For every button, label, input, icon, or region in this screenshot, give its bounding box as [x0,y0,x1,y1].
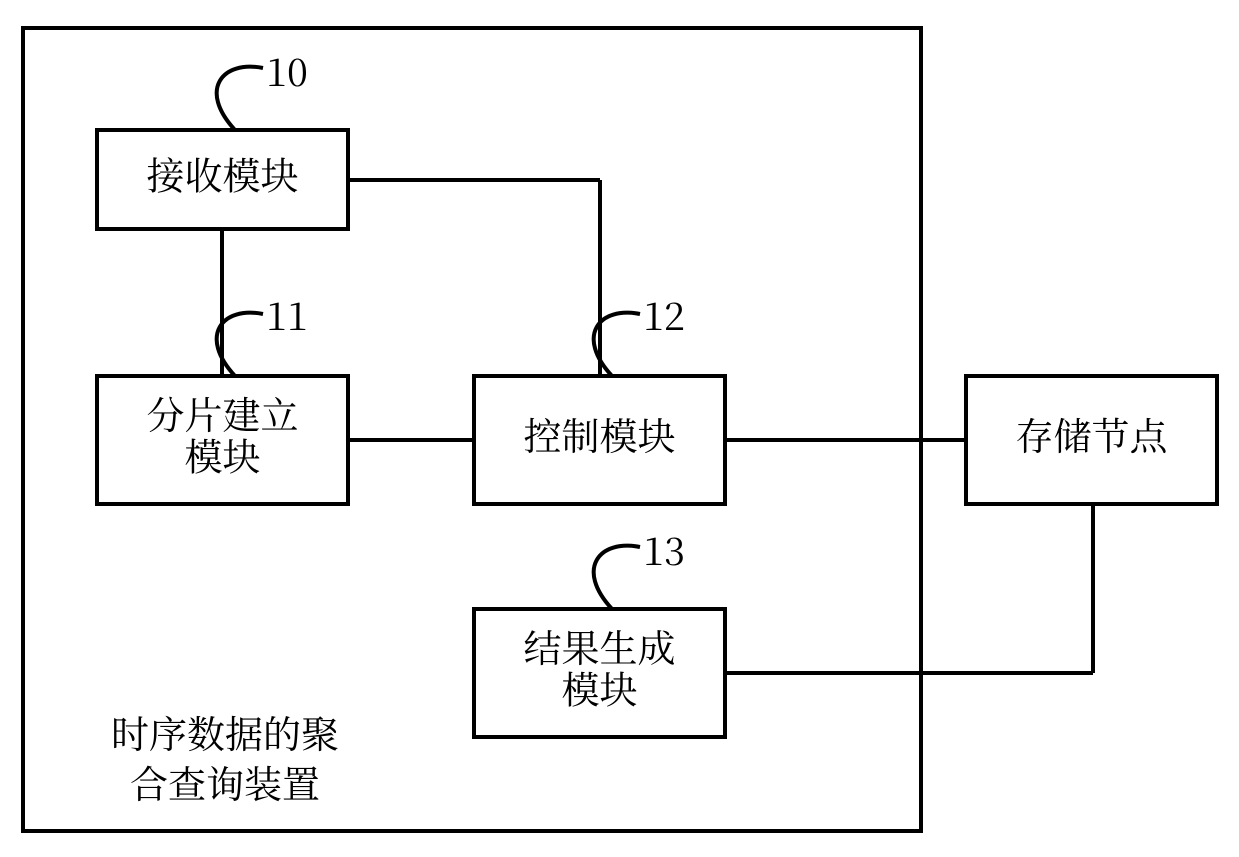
device-label-line1: 时序数据的聚 [111,704,339,759]
storage-node-label: 存储节点 [1015,406,1168,461]
result-module-number: 13 [643,521,685,576]
receive-module-label: 接收模块 [146,145,298,200]
result-module-label-line2: 模块 [561,660,637,715]
shard-module-number: 11 [266,286,308,341]
receive-module-number: 10 [266,42,308,97]
control-module-label: 控制模块 [523,406,675,461]
device-label-line2: 合查询装置 [130,754,320,809]
shard-module-label-line2: 模块 [184,427,260,482]
control-module-number: 12 [643,286,685,341]
